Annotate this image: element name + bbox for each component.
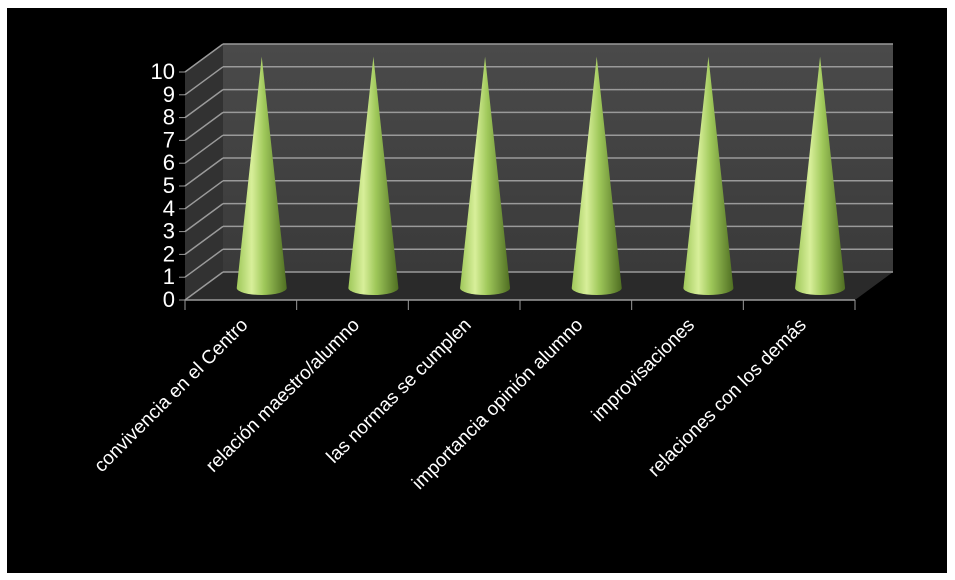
gridline-side xyxy=(184,248,224,278)
cone-body xyxy=(236,56,287,295)
cone-bar xyxy=(460,56,511,295)
y-tick-label: 9 xyxy=(163,82,175,107)
gridline-side xyxy=(184,271,224,301)
cone-series xyxy=(236,56,846,295)
y-tick-label: 10 xyxy=(151,59,175,84)
gridline-side xyxy=(184,66,224,96)
gridline-side xyxy=(184,88,224,119)
y-tick-label: 7 xyxy=(163,127,175,152)
x-category-label: improvisaciones xyxy=(588,315,699,426)
cone-body xyxy=(460,56,511,295)
y-tick-label: 1 xyxy=(163,264,175,289)
y-tick-label: 2 xyxy=(163,241,175,266)
y-tick-label: 8 xyxy=(163,105,175,130)
cone-body xyxy=(795,56,846,295)
cone-bar xyxy=(348,56,399,295)
x-axis xyxy=(184,299,856,310)
gridline-side xyxy=(184,202,224,233)
chart-frame: 0 1 2 3 4 5 6 7 8 9 10 convivencia en el Centro rel… xyxy=(7,8,947,573)
gridlines xyxy=(184,43,893,301)
gridline-side xyxy=(184,134,224,164)
chart-floor xyxy=(185,272,893,300)
cone-bar xyxy=(236,56,287,295)
cone-body xyxy=(571,56,622,295)
cone-bar xyxy=(571,56,622,295)
y-tick-label: 5 xyxy=(163,173,175,198)
cone-body xyxy=(348,56,399,295)
gridline-side xyxy=(184,111,224,142)
gridline-side xyxy=(184,157,224,187)
gridline-side xyxy=(184,43,224,73)
y-tick-label: 6 xyxy=(163,150,175,175)
gridline-side xyxy=(184,180,224,210)
cone-bar xyxy=(683,56,734,295)
cone-bar xyxy=(795,56,846,295)
cone-body xyxy=(683,56,734,295)
y-tick-label: 0 xyxy=(163,287,175,312)
gridline-side xyxy=(184,225,224,256)
y-tick-label: 3 xyxy=(163,219,175,244)
y-tick-label: 4 xyxy=(163,196,175,221)
